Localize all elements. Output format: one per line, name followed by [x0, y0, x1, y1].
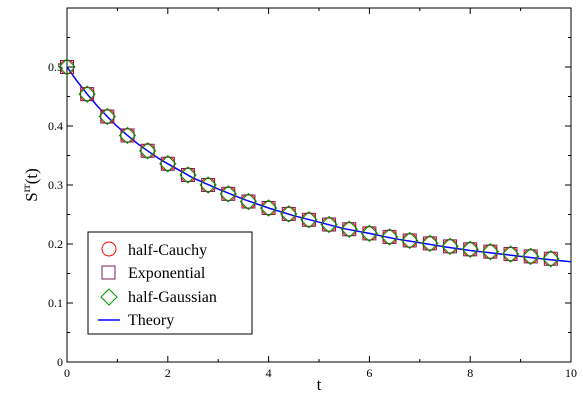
legend-marker-exponential	[101, 265, 116, 280]
point-half-gaussian	[259, 199, 278, 217]
y-axis-label: Srr(t)	[19, 168, 41, 202]
point-half-gaussian	[360, 224, 379, 243]
point-exponential	[201, 178, 216, 192]
point-half-gaussian	[421, 234, 439, 253]
y-tick-label: 0.2	[48, 237, 63, 251]
legend-box	[87, 231, 253, 335]
point-half-gaussian	[179, 166, 197, 184]
point-half-gaussian	[441, 237, 459, 256]
x-axis-ticks: 0 2 4 6 8 10	[64, 8, 577, 380]
point-half-gaussian	[78, 85, 96, 103]
point-half-gaussian	[219, 185, 237, 203]
point-half-gaussian	[542, 250, 560, 268]
point-exponential	[543, 251, 558, 266]
point-half-gaussian	[521, 247, 540, 266]
point-half-gaussian	[461, 240, 479, 259]
point-exponential	[301, 212, 316, 227]
point-exponential	[483, 244, 498, 259]
legend: half-Cauchy Exponential half-Gaussian Th…	[87, 231, 253, 335]
point-exponential	[503, 247, 518, 262]
point-exponential	[342, 222, 357, 237]
legend-label-half-gaussian: half-Gaussian	[128, 289, 217, 306]
point-exponential	[402, 233, 417, 248]
point-half-gaussian	[199, 176, 217, 194]
point-exponential	[160, 156, 175, 171]
point-half-gaussian	[118, 126, 137, 145]
x-tick-label: 4	[266, 366, 272, 380]
y-axis-label-main: S	[22, 192, 41, 201]
y-tick-label: 0.3	[48, 178, 63, 192]
y-tick-label: 0.4	[48, 119, 63, 133]
y-axis-label-sup: rr	[19, 184, 33, 192]
point-half-gaussian	[98, 107, 117, 126]
point-exponential	[60, 60, 74, 74]
point-exponential	[221, 186, 236, 201]
point-exponential	[443, 239, 458, 254]
point-exponential	[523, 249, 538, 264]
legend-label-exponential: Exponential	[128, 265, 206, 282]
legend-marker-half-gaussian	[100, 288, 118, 306]
y-tick-label: 0.1	[48, 296, 63, 310]
point-half-gaussian	[320, 215, 338, 234]
point-exponential	[140, 143, 155, 158]
x-axis-label: t	[317, 375, 322, 394]
point-exponential	[261, 201, 276, 216]
point-exponential	[100, 109, 115, 124]
legend-label-theory: Theory	[128, 312, 174, 329]
x-tick-label: 0	[64, 366, 70, 380]
point-half-gaussian	[58, 58, 76, 76]
point-half-gaussian	[340, 220, 358, 238]
point-exponential	[463, 242, 478, 257]
point-half-gaussian	[401, 231, 419, 250]
point-exponential	[120, 128, 135, 143]
y-axis-label-arg: (t)	[22, 168, 41, 184]
legend-marker-half-cauchy	[101, 241, 117, 257]
point-exponential	[281, 206, 296, 221]
point-half-gaussian	[380, 228, 399, 246]
point-exponential	[241, 194, 256, 209]
point-half-gaussian	[159, 155, 177, 173]
y-tick-label: 0	[57, 355, 63, 369]
y-axis-ticks: 0 0.1 0.2 0.3 0.4 0.5	[48, 37, 571, 369]
x-tick-label: 10	[565, 366, 577, 380]
x-tick-label: 6	[366, 366, 372, 380]
point-half-gaussian	[280, 205, 298, 223]
point-exponential	[382, 229, 397, 244]
point-half-gaussian	[501, 245, 520, 263]
point-exponential	[80, 87, 95, 102]
legend-label-half-cauchy: half-Cauchy	[128, 242, 207, 259]
x-tick-label: 2	[165, 366, 171, 380]
point-half-gaussian	[300, 211, 318, 229]
point-exponential	[422, 236, 437, 251]
point-half-gaussian	[138, 142, 157, 160]
point-half-gaussian	[481, 242, 500, 261]
x-tick-label: 8	[467, 366, 473, 380]
point-exponential	[180, 167, 195, 182]
point-exponential	[322, 217, 337, 232]
y-tick-label: 0.5	[48, 60, 63, 74]
marker-series	[58, 58, 560, 268]
point-exponential	[362, 226, 377, 241]
point-half-gaussian	[239, 192, 258, 211]
